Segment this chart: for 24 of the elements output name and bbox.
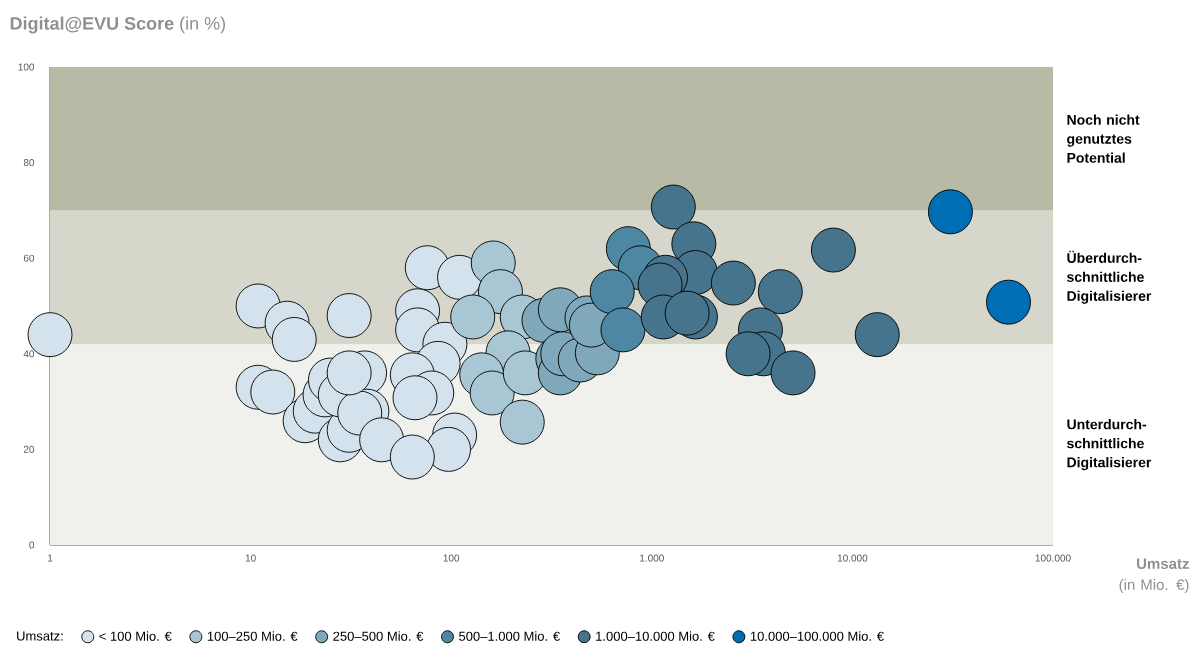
legend-label: 10.000–100.000 Mio. €: [750, 631, 884, 641]
legend-label: 100–250 Mio. €: [207, 631, 298, 641]
y-tick-label: 100: [18, 63, 35, 71]
x-tick-label: 10.000: [837, 554, 868, 562]
x-axis-title: Umsatz (in Mio. €): [1119, 558, 1189, 593]
x-tick-label: 100.000: [1035, 554, 1071, 562]
band-label: Überdurch-schnittliche Digitalisierer: [1067, 250, 1152, 304]
y-tick-label: 40: [23, 350, 35, 358]
chart-title: Digital@EVU Score (in %): [10, 16, 225, 34]
legend-label: < 100 Mio. €: [99, 631, 172, 641]
band-label: Unterdurch-schnittliche Digitalisierer: [1067, 419, 1152, 471]
y-tick-label: 0: [29, 541, 35, 549]
x-tick-label: 10: [245, 554, 256, 562]
y-tick-label: 20: [23, 445, 35, 453]
legend-label: 500–1.000 Mio. €: [459, 631, 560, 641]
legend-label: 250–500 Mio. €: [333, 631, 424, 641]
y-tick-label: 60: [23, 254, 35, 262]
x-tick-label: 1.000: [640, 554, 664, 562]
x-tick-label: 1: [48, 554, 53, 562]
legend-label: 1.000–10.000 Mio. €: [596, 631, 715, 641]
y-tick-label: 80: [23, 159, 35, 167]
x-tick-label: 100: [443, 554, 460, 562]
band-label: Noch nicht genutztes Potential: [1067, 114, 1140, 163]
legend-title: Umsatz:: [17, 631, 63, 641]
